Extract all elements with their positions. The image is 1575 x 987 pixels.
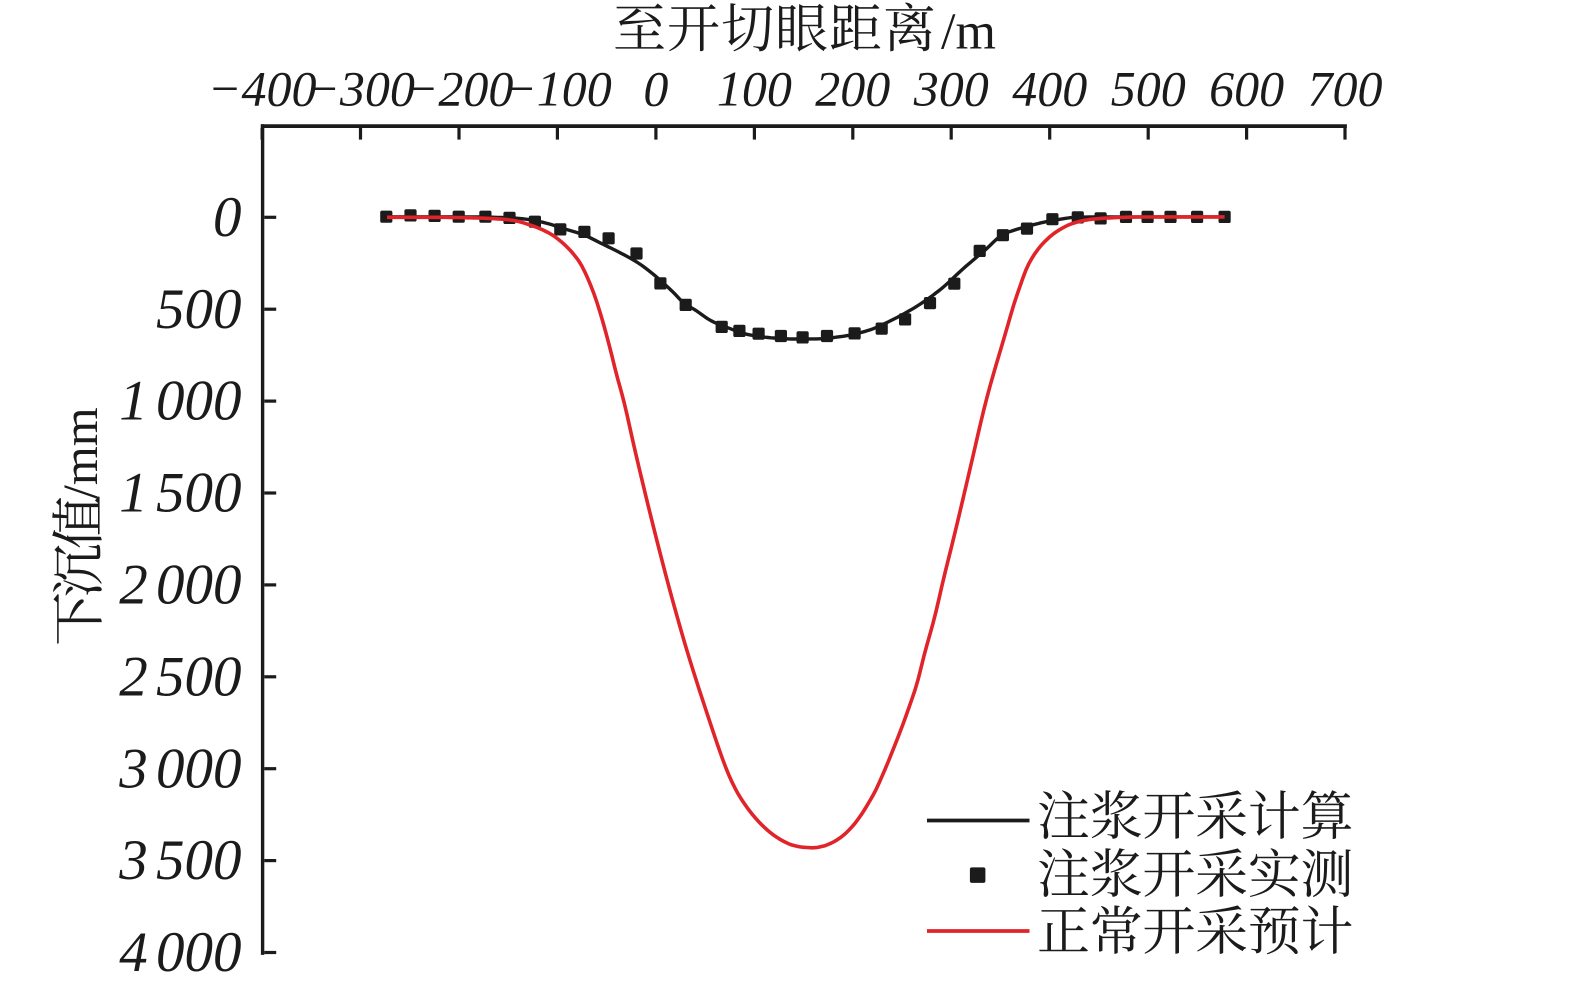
svg-text:0: 0 [213, 186, 242, 249]
svg-text:2 000: 2 000 [119, 554, 241, 617]
svg-text:700: 700 [1308, 60, 1383, 116]
svg-text:4 000: 4 000 [119, 921, 241, 984]
svg-text:500: 500 [156, 278, 242, 341]
svg-text:/m: /m [941, 4, 996, 61]
svg-text:600: 600 [1209, 60, 1284, 116]
svg-text:−400: −400 [208, 60, 317, 116]
svg-text:2 500: 2 500 [119, 645, 241, 708]
svg-text:500: 500 [1111, 60, 1186, 116]
svg-text:1 000: 1 000 [119, 370, 241, 433]
svg-text:/mm: /mm [52, 407, 108, 499]
svg-text:400: 400 [1012, 60, 1087, 116]
svg-text:200: 200 [815, 60, 890, 116]
svg-text:0: 0 [643, 60, 668, 116]
svg-text:−300: −300 [306, 60, 415, 116]
svg-text:300: 300 [913, 60, 989, 116]
svg-text:−100: −100 [503, 60, 612, 116]
svg-text:3 500: 3 500 [118, 829, 241, 892]
svg-text:3 000: 3 000 [118, 737, 241, 800]
svg-text:−200: −200 [405, 60, 514, 116]
svg-text:100: 100 [717, 60, 792, 116]
svg-text:1 500: 1 500 [119, 462, 241, 525]
